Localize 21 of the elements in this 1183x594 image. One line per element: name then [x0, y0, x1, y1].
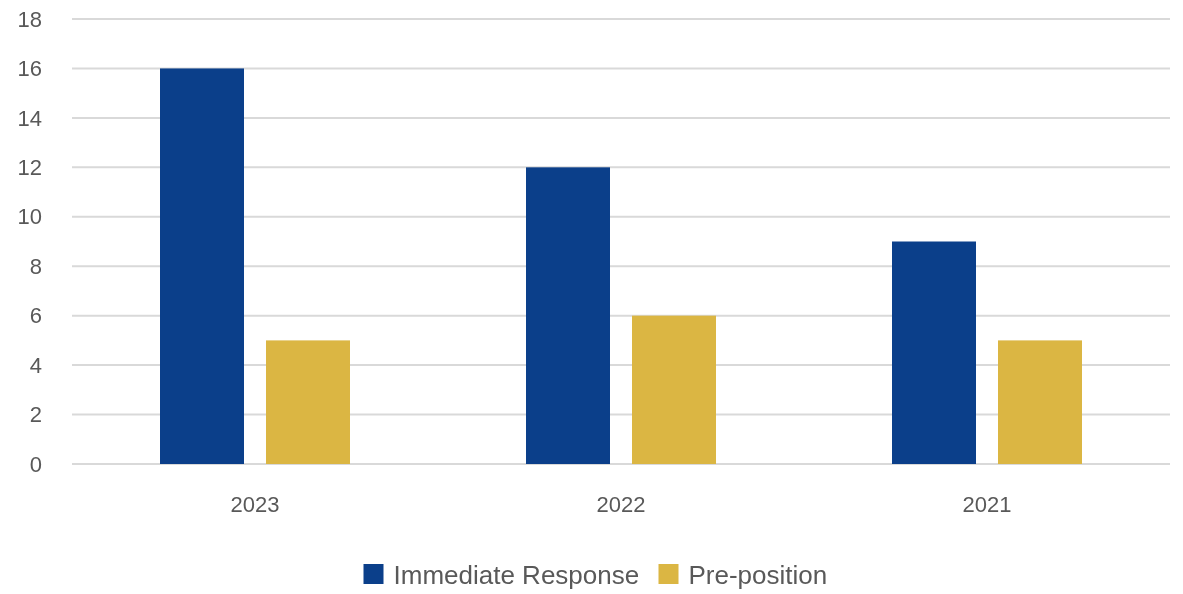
bar: [892, 241, 976, 464]
y-tick-label: 12: [17, 155, 42, 181]
y-tick-label: 4: [29, 352, 42, 378]
y-tick-label: 2: [29, 402, 42, 428]
y-tick-label: 0: [29, 451, 42, 477]
y-tick-label: 14: [17, 105, 42, 131]
y-tick-label: 6: [29, 303, 42, 329]
legend-label: Pre-position: [688, 560, 828, 591]
x-tick-label: 2021: [962, 492, 1012, 517]
x-tick-label: 2022: [596, 492, 646, 517]
y-tick-label: 16: [17, 56, 42, 82]
bar: [632, 315, 716, 464]
x-tick-label: 2023: [230, 492, 280, 517]
bar: [526, 167, 610, 464]
y-tick-label: 10: [17, 204, 42, 230]
legend-label: Immediate Response: [393, 560, 640, 591]
y-tick-label: 8: [29, 253, 42, 279]
bar: [266, 340, 350, 464]
y-tick-label: 18: [17, 6, 42, 32]
bar: [998, 340, 1082, 464]
bar: [160, 68, 244, 464]
